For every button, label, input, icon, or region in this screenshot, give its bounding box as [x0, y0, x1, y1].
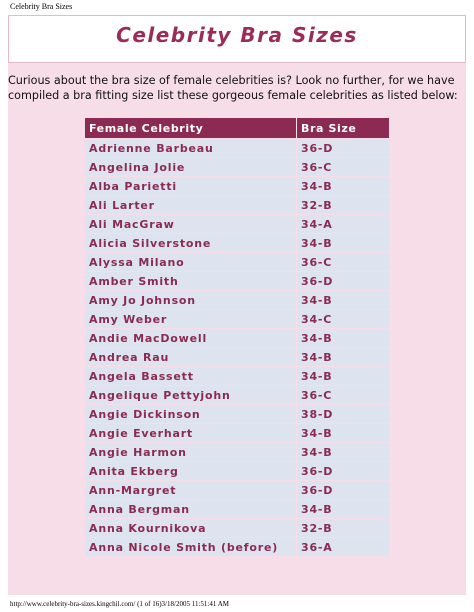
bra-size: 34-B: [296, 328, 390, 348]
celebrity-name: Angie Everhart: [84, 423, 297, 443]
celebrity-name: Angelique Pettyjohn: [84, 385, 297, 405]
bra-size: 34-B: [296, 499, 390, 519]
bra-size: 32-B: [296, 195, 390, 215]
celebrity-name: Adrienne Barbeau: [84, 138, 297, 158]
celebrity-name: Amy Jo Johnson: [84, 290, 297, 310]
table-row: Angie Dickinson 38-D: [84, 404, 390, 424]
table-row: Anna Kournikova 32-B: [84, 518, 390, 538]
table-row: Adrienne Barbeau 36-D: [84, 138, 390, 158]
celebrity-name: Alba Parietti: [84, 176, 297, 196]
celebrity-name: Alyssa Milano: [84, 252, 297, 272]
bra-size: 36-C: [296, 252, 390, 272]
table-row: Alba Parietti 34-B: [84, 176, 390, 196]
table-row: Alyssa Milano 36-C: [84, 252, 390, 272]
table-row: Ali MacGraw 34-A: [84, 214, 390, 234]
bra-size: 34-B: [296, 347, 390, 367]
celebrity-name: Anna Nicole Smith (before): [84, 537, 297, 557]
celebrity-name: Andie MacDowell: [84, 328, 297, 348]
table-row: Anita Ekberg 36-D: [84, 461, 390, 481]
bra-size: 36-C: [296, 385, 390, 405]
bra-size: 34-B: [296, 366, 390, 386]
table-row: Ali Larter 32-B: [84, 195, 390, 215]
bra-size: 36-D: [296, 461, 390, 481]
table-row: Andie MacDowell 34-B: [84, 328, 390, 348]
celebrity-name: Ann-Margret: [84, 480, 297, 500]
table-row: Angie Everhart 34-B: [84, 423, 390, 443]
bra-size: 36-D: [296, 271, 390, 291]
bra-size: 36-A: [296, 537, 390, 557]
bra-size: 36-C: [296, 157, 390, 177]
celebrity-name: Anna Bergman: [84, 499, 297, 519]
column-header: Female Celebrity: [84, 117, 297, 139]
content-frame: Celebrity Bra Sizes Curious about the br…: [8, 15, 466, 595]
page-title: Celebrity Bra Sizes: [116, 23, 358, 47]
table-row: Angelique Pettyjohn 36-C: [84, 385, 390, 405]
bra-size: 34-A: [296, 214, 390, 234]
table-row: Ann-Margret 36-D: [84, 480, 390, 500]
bra-size: 34-B: [296, 423, 390, 443]
table-row: Andrea Rau 34-B: [84, 347, 390, 367]
title-box: Celebrity Bra Sizes: [8, 15, 466, 63]
celebrity-name: Angie Dickinson: [84, 404, 297, 424]
intro-text: Curious about the bra size of female cel…: [8, 74, 458, 102]
celebrity-name: Angie Harmon: [84, 442, 297, 462]
bra-size: 34-C: [296, 309, 390, 329]
table-row: Alicia Silverstone 34-B: [84, 233, 390, 253]
bra-size: 36-D: [296, 480, 390, 500]
table-row: Amber Smith 36-D: [84, 271, 390, 291]
column-header: Bra Size: [296, 117, 390, 139]
tab-title: Celebrity Bra Sizes: [10, 2, 73, 11]
footer-url: http://www.celebrity-bra-sizes.kingchil.…: [10, 600, 229, 608]
bra-size: 34-B: [296, 290, 390, 310]
celebrity-name: Angelina Jolie: [84, 157, 297, 177]
celebrity-name: Angela Bassett: [84, 366, 297, 386]
bra-size: 38-D: [296, 404, 390, 424]
table-row: Angela Bassett 34-B: [84, 366, 390, 386]
bra-size: 34-B: [296, 442, 390, 462]
celebrity-name: Ali MacGraw: [84, 214, 297, 234]
table-row: Anna Bergman 34-B: [84, 499, 390, 519]
table-row: Anna Nicole Smith (before) 36-A: [84, 537, 390, 557]
celebrity-name: Anna Kournikova: [84, 518, 297, 538]
table-row: Angelina Jolie 36-C: [84, 157, 390, 177]
celebrity-name: Ali Larter: [84, 195, 297, 215]
bra-size: 34-B: [296, 176, 390, 196]
table-row: Amy Weber 34-C: [84, 309, 390, 329]
celebrity-name: Alicia Silverstone: [84, 233, 297, 253]
table-row: Angie Harmon 34-B: [84, 442, 390, 462]
table-row: Amy Jo Johnson 34-B: [84, 290, 390, 310]
size-table: Female Celebrity Bra Size Adrienne Barbe…: [84, 117, 390, 557]
header-row: Female Celebrity Bra Size: [84, 117, 390, 139]
bra-size: 34-B: [296, 233, 390, 253]
bra-size: 32-B: [296, 518, 390, 538]
celebrity-name: Andrea Rau: [84, 347, 297, 367]
celebrity-name: Amy Weber: [84, 309, 297, 329]
celebrity-name: Anita Ekberg: [84, 461, 297, 481]
celebrity-name: Amber Smith: [84, 271, 297, 291]
bra-size: 36-D: [296, 138, 390, 158]
